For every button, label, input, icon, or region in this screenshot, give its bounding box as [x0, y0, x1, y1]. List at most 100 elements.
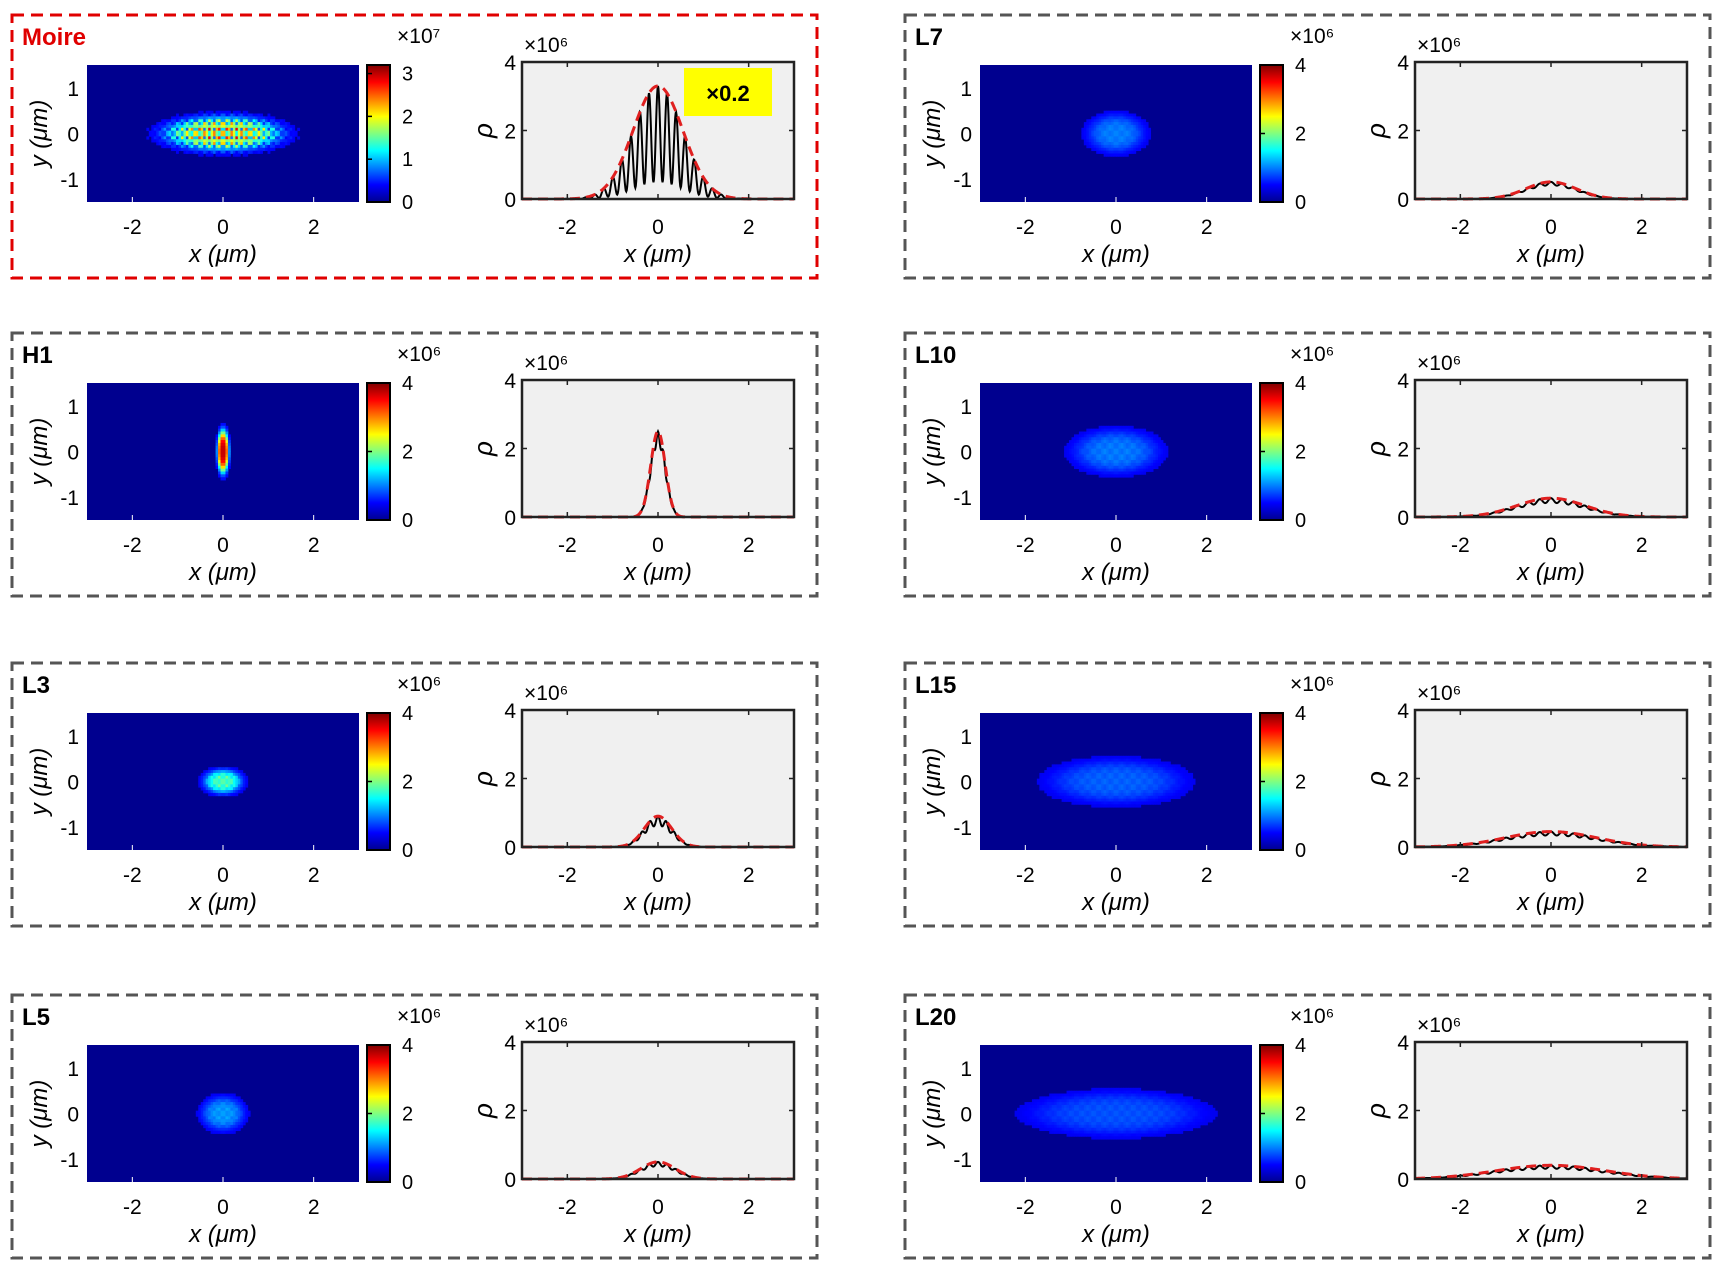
heatmap-cell: [1182, 1096, 1186, 1100]
heatmap-cell: [1162, 454, 1166, 458]
heatmap-cell: [210, 1099, 214, 1103]
heatmap-cell: [173, 124, 177, 129]
heatmap-cell: [1128, 437, 1132, 441]
heatmap-cell: [166, 142, 169, 146]
heatmap-cell: [1143, 1133, 1147, 1137]
heatmap-cell: [215, 434, 219, 438]
heatmap-cell: [1083, 772, 1087, 777]
panel-frame: [903, 331, 1712, 598]
heatmap-cell: [225, 139, 229, 143]
heatmap-cell: [1083, 139, 1087, 143]
heatmap-cell: [161, 122, 165, 126]
heatmap-cell: [225, 468, 229, 472]
heatmap-cell: [1083, 130, 1087, 134]
heatmap-cell: [1130, 781, 1134, 785]
heatmap-cell: [1066, 1102, 1070, 1106]
x-tick-label: 2: [1201, 1196, 1213, 1219]
heatmap-cell: [1145, 1107, 1149, 1112]
heatmap-cell: [1071, 767, 1075, 771]
heatmap-cell: [210, 130, 214, 134]
heatmap-cell: [1128, 119, 1132, 123]
heatmap-cell: [1061, 1099, 1065, 1103]
heatmap-cell: [1088, 133, 1092, 137]
heatmap-cell: [1103, 1093, 1107, 1097]
heatmap-cell: [1056, 1093, 1060, 1097]
heatmap-cell: [198, 130, 202, 134]
heatmap-cell: [213, 127, 216, 132]
heatmap-cell: [1073, 460, 1077, 464]
heatmap-cell: [1130, 1119, 1134, 1123]
heatmap-cell: [1135, 1090, 1139, 1094]
heatmap-cell: [1172, 1093, 1176, 1097]
heatmap-cell: [1120, 139, 1124, 143]
heatmap-cell: [198, 116, 202, 120]
heatmap-cell: [1116, 136, 1119, 140]
heatmap-cell: [1096, 437, 1100, 441]
heatmap-cell: [1093, 1087, 1097, 1092]
heatmap-cell: [1113, 804, 1117, 808]
heatmap-cell: [1130, 122, 1134, 126]
heatmap-cell: [242, 778, 246, 782]
heatmap-cell: [1046, 1099, 1050, 1103]
colorbar-tick-label: 0: [402, 192, 413, 214]
heatmap-cell: [1073, 792, 1077, 797]
heatmap-cell: [1064, 1130, 1067, 1134]
heatmap-cell: [213, 1107, 216, 1112]
heatmap-cell: [185, 119, 189, 123]
heatmap-cell: [1103, 460, 1107, 464]
heatmap-cell: [1066, 1110, 1070, 1114]
heatmap-cell: [223, 422, 226, 427]
heatmap-cell: [1182, 1110, 1186, 1114]
heatmap-cell: [1143, 1122, 1147, 1126]
heatmap-cell: [218, 110, 221, 114]
heatmap-cell: [1140, 775, 1144, 780]
heatmap-cell: [1061, 790, 1065, 794]
heatmap-cell: [185, 142, 189, 146]
heatmap-cell: [1120, 775, 1124, 780]
y-tick-label: 0: [960, 124, 972, 147]
heatmap-cell: [1192, 1102, 1196, 1106]
heatmap-cell: [260, 119, 263, 123]
heatmap-cell: [1054, 781, 1058, 785]
heatmap-cell: [220, 422, 224, 427]
heatmap-cell: [1108, 764, 1112, 768]
heatmap-cell: [213, 1096, 216, 1100]
heatmap-cell: [1180, 1113, 1184, 1117]
heatmap-cell: [1113, 150, 1117, 154]
heatmap-cell: [1150, 1124, 1154, 1129]
heatmap-cell: [1051, 1099, 1055, 1103]
heatmap-cell: [1155, 801, 1159, 805]
heatmap-cell: [1140, 1124, 1144, 1129]
heatmap-cell: [1046, 1122, 1050, 1126]
heatmap-cell: [1148, 1102, 1152, 1106]
heatmap-cell: [1153, 1099, 1156, 1103]
heatmap-cell: [267, 150, 271, 154]
heatmap-cell: [1145, 1130, 1149, 1134]
heatmap-cell: [1108, 1130, 1112, 1134]
heatmap-cell: [1103, 787, 1107, 791]
heatmap-cell: [1108, 133, 1112, 137]
heatmap-cell: [1073, 434, 1077, 438]
heatmap-cell: [235, 122, 239, 126]
heatmap-cell: [1172, 1096, 1176, 1100]
heatmap-cell: [1140, 758, 1144, 762]
heatmap-cell: [1086, 460, 1090, 464]
heatmap-cell: [1150, 457, 1154, 461]
heatmap-cell: [1056, 787, 1060, 791]
heatmap-cell: [1108, 448, 1112, 452]
y-axis-label: y (μm): [26, 100, 53, 170]
heatmap-cell: [1165, 1093, 1169, 1097]
heatmap-cell: [1123, 790, 1127, 794]
heatmap-cell: [1123, 127, 1127, 132]
y-tick-label: 2: [504, 769, 516, 792]
heatmap-cell: [215, 1093, 219, 1097]
heatmap-cell: [210, 144, 214, 149]
heatmap-cell: [1197, 1122, 1201, 1126]
heatmap-cell: [1120, 764, 1124, 768]
heatmap-cell: [1049, 787, 1053, 791]
heatmap-cell: [171, 122, 174, 126]
heatmap-cell: [1046, 770, 1050, 774]
heatmap-cell: [235, 1113, 239, 1117]
heatmap-cell: [242, 1122, 246, 1126]
heatmap-cell: [1113, 1099, 1117, 1103]
